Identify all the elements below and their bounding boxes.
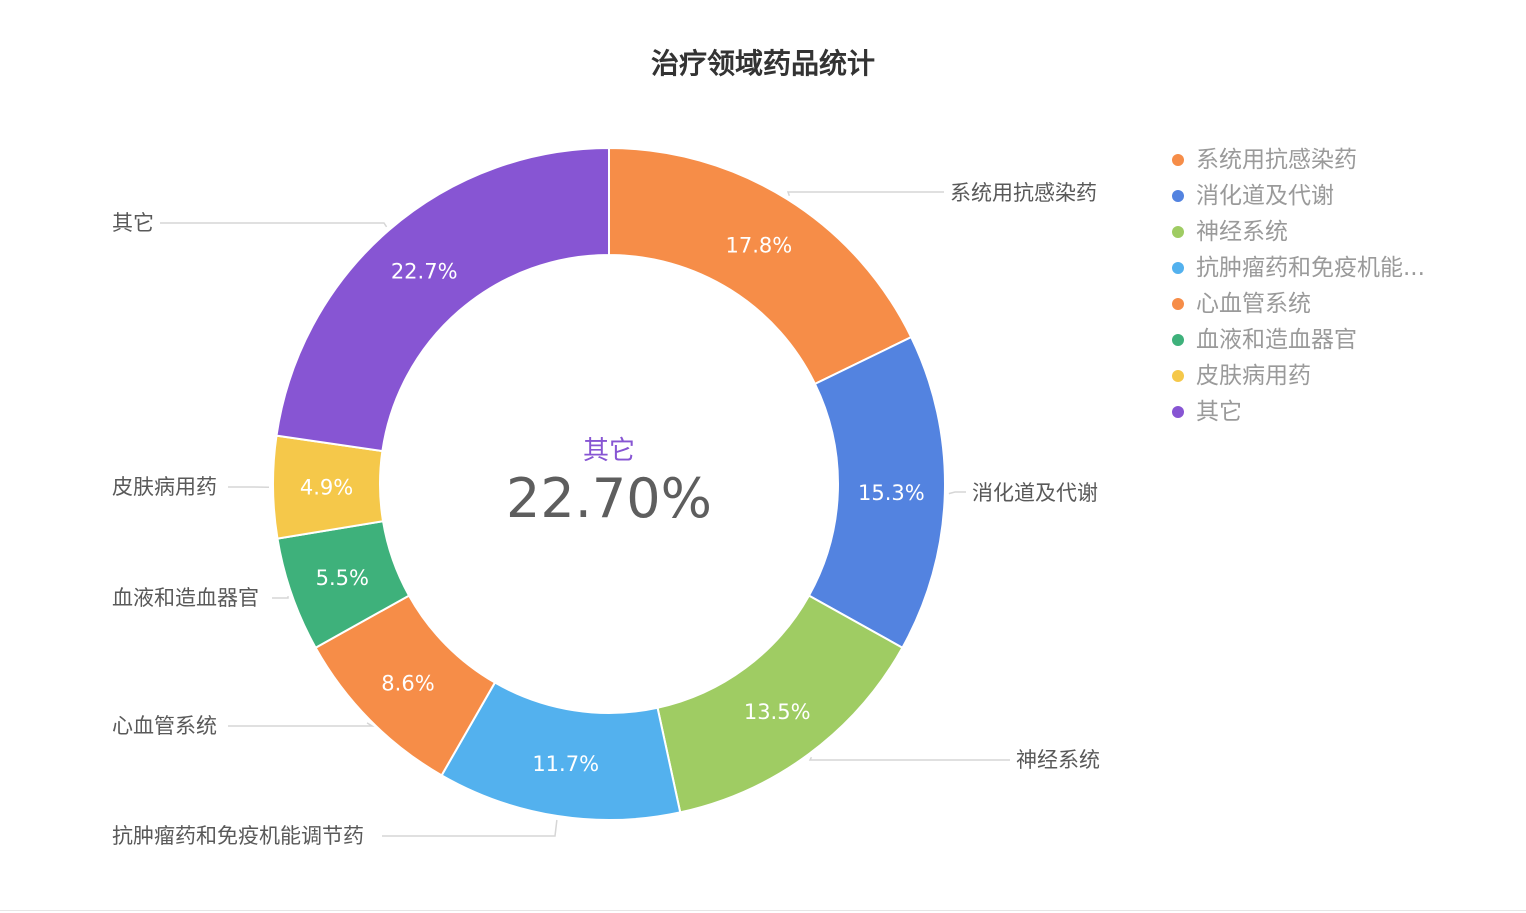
legend-label: 血液和造血器官 [1196, 327, 1357, 353]
leader-line [382, 819, 558, 837]
legend-item[interactable]: 神经系统 [1172, 214, 1472, 250]
legend-item[interactable]: 其它 [1172, 394, 1472, 430]
leader-line [228, 722, 375, 727]
slice-category-label: 其它 [112, 211, 154, 235]
legend-item[interactable]: 心血管系统 [1172, 286, 1472, 322]
leader-line [272, 596, 289, 599]
legend-item[interactable]: 皮肤病用药 [1172, 358, 1472, 394]
slice-value-label: 4.9% [300, 476, 353, 500]
leader-line [948, 491, 966, 495]
legend-label: 心血管系统 [1196, 291, 1311, 317]
legend-marker-icon [1172, 298, 1184, 310]
slice-value-label: 5.5% [316, 566, 369, 590]
legend-item[interactable]: 消化道及代谢 [1172, 178, 1472, 214]
legend-label: 皮肤病用药 [1196, 363, 1311, 389]
legend-label: 抗肿瘤药和免疫机能... [1196, 255, 1425, 281]
legend-marker-icon [1172, 154, 1184, 166]
center-value-label: 22.70% [506, 467, 712, 530]
slice-category-label: 皮肤病用药 [112, 475, 217, 499]
legend-item[interactable]: 抗肿瘤药和免疫机能... [1172, 250, 1472, 286]
slice-category-label: 心血管系统 [112, 714, 217, 738]
leader-line [160, 222, 388, 228]
legend-marker-icon [1172, 406, 1184, 418]
slice-value-label: 17.8% [726, 234, 793, 258]
slice-value-label: 15.3% [858, 481, 925, 505]
legend-marker-icon [1172, 226, 1184, 238]
chart-title: 治疗领域药品统计 [650, 47, 875, 80]
leader-line [808, 756, 1010, 761]
slice-value-label: 22.7% [391, 259, 458, 283]
slice-category-label: 血液和造血器官 [112, 586, 259, 610]
slice-category-label: 系统用抗感染药 [950, 181, 1097, 205]
slice-value-label: 13.5% [744, 700, 811, 724]
leader-line [786, 191, 944, 197]
slice-category-label: 消化道及代谢 [972, 481, 1098, 505]
legend-label: 消化道及代谢 [1196, 183, 1334, 209]
legend-marker-icon [1172, 262, 1184, 274]
center-category-label: 其它 [583, 436, 635, 466]
donut-slice[interactable] [608, 146, 913, 386]
legend-label: 神经系统 [1196, 219, 1288, 245]
legend-marker-icon [1172, 370, 1184, 382]
legend-item[interactable]: 系统用抗感染药 [1172, 142, 1472, 178]
bottom-divider [0, 910, 1526, 911]
legend-marker-icon [1172, 334, 1184, 346]
legend-marker-icon [1172, 190, 1184, 202]
legend-item[interactable]: 血液和造血器官 [1172, 322, 1472, 358]
donut-slice[interactable] [275, 146, 610, 453]
legend: 系统用抗感染药 消化道及代谢 神经系统抗肿瘤药和免疫机能... 心血管系统血液和造血器… [1172, 142, 1472, 430]
legend-label: 其它 [1196, 399, 1242, 425]
slice-category-label: 神经系统 [1016, 748, 1100, 772]
slice-value-label: 11.7% [532, 752, 599, 776]
slice-category-label: 抗肿瘤药和免疫机能调节药 [112, 824, 364, 848]
legend-label: 系统用抗感染药 [1196, 147, 1357, 173]
slice-value-label: 8.6% [381, 671, 434, 695]
